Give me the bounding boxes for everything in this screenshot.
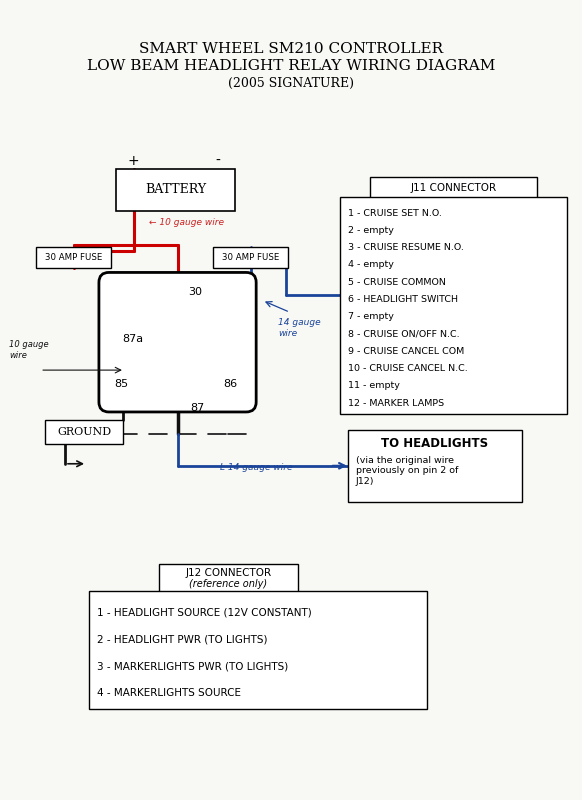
Text: (via the original wire
previously on pin 2 of
J12): (via the original wire previously on pin… (356, 456, 458, 486)
Text: 10 - CRUISE CANCEL N.C.: 10 - CRUISE CANCEL N.C. (347, 364, 467, 373)
Text: 2 - empty: 2 - empty (347, 226, 393, 235)
Text: SMART WHEEL SM210 CONTROLLER: SMART WHEEL SM210 CONTROLLER (139, 42, 443, 56)
Text: ← 10 gauge wire: ← 10 gauge wire (148, 218, 223, 227)
Bar (116, 169, 235, 210)
Text: J11 CONNECTOR: J11 CONNECTOR (410, 182, 496, 193)
Text: 14 gauge
wire: 14 gauge wire (278, 318, 321, 338)
Text: 9 - CRUISE CANCEL COM: 9 - CRUISE CANCEL COM (347, 347, 464, 356)
Text: 30 AMP FUSE: 30 AMP FUSE (45, 253, 102, 262)
Text: 3 - MARKERLIGHTS PWR (TO LIGHTS): 3 - MARKERLIGHTS PWR (TO LIGHTS) (97, 661, 288, 671)
Text: LOW BEAM HEADLIGHT RELAY WIRING DIAGRAM: LOW BEAM HEADLIGHT RELAY WIRING DIAGRAM (87, 59, 495, 73)
Text: 1 - CRUISE SET N.O.: 1 - CRUISE SET N.O. (347, 209, 442, 218)
Text: (2005 SIGNATURE): (2005 SIGNATURE) (228, 77, 354, 90)
Text: 11 - empty: 11 - empty (347, 382, 400, 390)
Bar (89, 591, 427, 709)
Text: 85: 85 (113, 379, 128, 389)
Text: 12 - MARKER LAMPS: 12 - MARKER LAMPS (347, 398, 444, 408)
FancyBboxPatch shape (99, 273, 256, 412)
Text: TO HEADLIGHTS: TO HEADLIGHTS (381, 438, 488, 450)
Text: 10 gauge
wire: 10 gauge wire (9, 340, 49, 360)
Text: 87: 87 (190, 403, 205, 413)
Text: -: - (215, 154, 220, 168)
Text: 5 - CRUISE COMMON: 5 - CRUISE COMMON (347, 278, 446, 286)
Bar (36, 246, 111, 269)
Text: GROUND: GROUND (57, 427, 111, 437)
Bar (370, 177, 537, 198)
Text: 30 AMP FUSE: 30 AMP FUSE (222, 253, 279, 262)
Text: 4 - empty: 4 - empty (347, 261, 393, 270)
Text: L 14 gauge wire: L 14 gauge wire (221, 463, 293, 472)
Text: 3 - CRUISE RESUME N.O.: 3 - CRUISE RESUME N.O. (347, 243, 464, 252)
Bar (340, 197, 567, 414)
Bar (347, 430, 522, 502)
Text: 4 - MARKERLIGHTS SOURCE: 4 - MARKERLIGHTS SOURCE (97, 688, 241, 698)
Text: 86: 86 (223, 379, 237, 389)
Text: BATTERY: BATTERY (145, 183, 206, 196)
Text: J12 CONNECTOR: J12 CONNECTOR (185, 568, 271, 578)
Text: 6 - HEADLIGHT SWITCH: 6 - HEADLIGHT SWITCH (347, 295, 457, 304)
Text: 1 - HEADLIGHT SOURCE (12V CONSTANT): 1 - HEADLIGHT SOURCE (12V CONSTANT) (97, 607, 312, 618)
Text: 7 - empty: 7 - empty (347, 312, 393, 322)
Bar (214, 246, 288, 269)
Text: 8 - CRUISE ON/OFF N.C.: 8 - CRUISE ON/OFF N.C. (347, 330, 459, 338)
Text: 87a: 87a (122, 334, 143, 345)
Bar (159, 565, 298, 594)
Text: (reference only): (reference only) (189, 579, 267, 590)
Text: 30: 30 (189, 287, 203, 298)
Text: 2 - HEADLIGHT PWR (TO LIGHTS): 2 - HEADLIGHT PWR (TO LIGHTS) (97, 634, 268, 644)
Bar (45, 420, 123, 444)
Text: +: + (128, 154, 140, 168)
